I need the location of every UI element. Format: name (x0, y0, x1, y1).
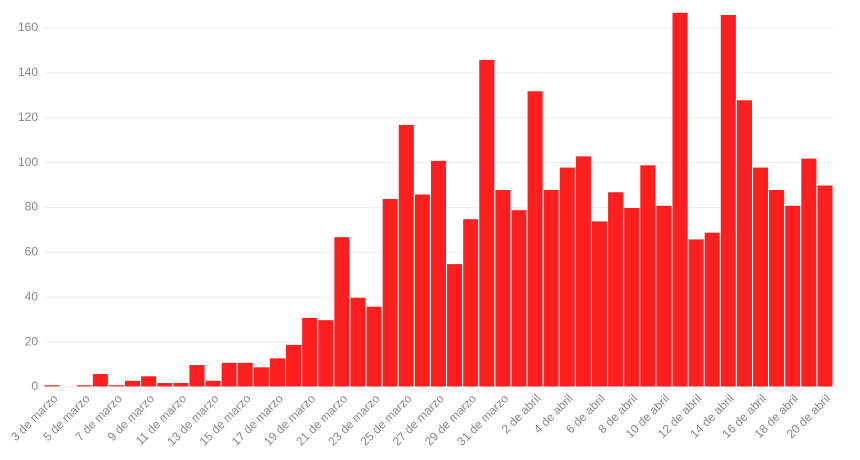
bar (156, 382, 174, 388)
bar (687, 238, 705, 388)
bar (140, 375, 158, 388)
bar (397, 123, 415, 388)
bar (252, 366, 270, 388)
bar (800, 157, 818, 388)
bar (413, 193, 431, 388)
bar (285, 343, 303, 388)
bar (43, 384, 61, 388)
bar (429, 159, 448, 388)
bar (236, 361, 254, 388)
bar (671, 11, 689, 388)
bar (188, 364, 206, 388)
bar (719, 13, 737, 388)
bar (639, 164, 657, 388)
bar (333, 236, 351, 388)
bar (590, 220, 609, 388)
bar (365, 305, 383, 388)
bar (574, 155, 592, 388)
bar (172, 382, 190, 388)
bar (542, 189, 560, 388)
bar (510, 209, 528, 388)
bar (526, 90, 544, 388)
bar (268, 357, 287, 388)
bar (91, 373, 109, 388)
bar (349, 296, 367, 388)
y-tick-label: 80 (25, 200, 39, 214)
bar (768, 189, 786, 388)
bar (494, 189, 512, 388)
bar (655, 204, 673, 388)
bar (204, 379, 222, 388)
bar (623, 206, 641, 388)
y-tick-label: 100 (18, 155, 38, 169)
bar (816, 184, 834, 388)
bar (558, 166, 576, 388)
bar (301, 316, 319, 388)
bar (735, 99, 753, 388)
bar (317, 319, 335, 388)
y-tick-label: 160 (18, 20, 38, 34)
y-tick-label: 60 (25, 245, 39, 259)
bar (607, 191, 625, 388)
bar (478, 58, 496, 388)
bar (124, 379, 142, 388)
y-tick-label: 40 (25, 289, 39, 303)
bar (462, 218, 480, 388)
y-tick-label: 20 (25, 334, 39, 348)
bar (751, 166, 770, 388)
bar (703, 231, 721, 388)
y-tick-label: 0 (31, 379, 38, 393)
bar (75, 384, 93, 388)
bar (446, 263, 464, 388)
y-tick-label: 140 (18, 65, 38, 79)
bar (381, 198, 399, 388)
bar (220, 361, 238, 388)
bar (784, 204, 802, 388)
bar (107, 384, 126, 388)
y-tick-label: 120 (18, 110, 38, 124)
